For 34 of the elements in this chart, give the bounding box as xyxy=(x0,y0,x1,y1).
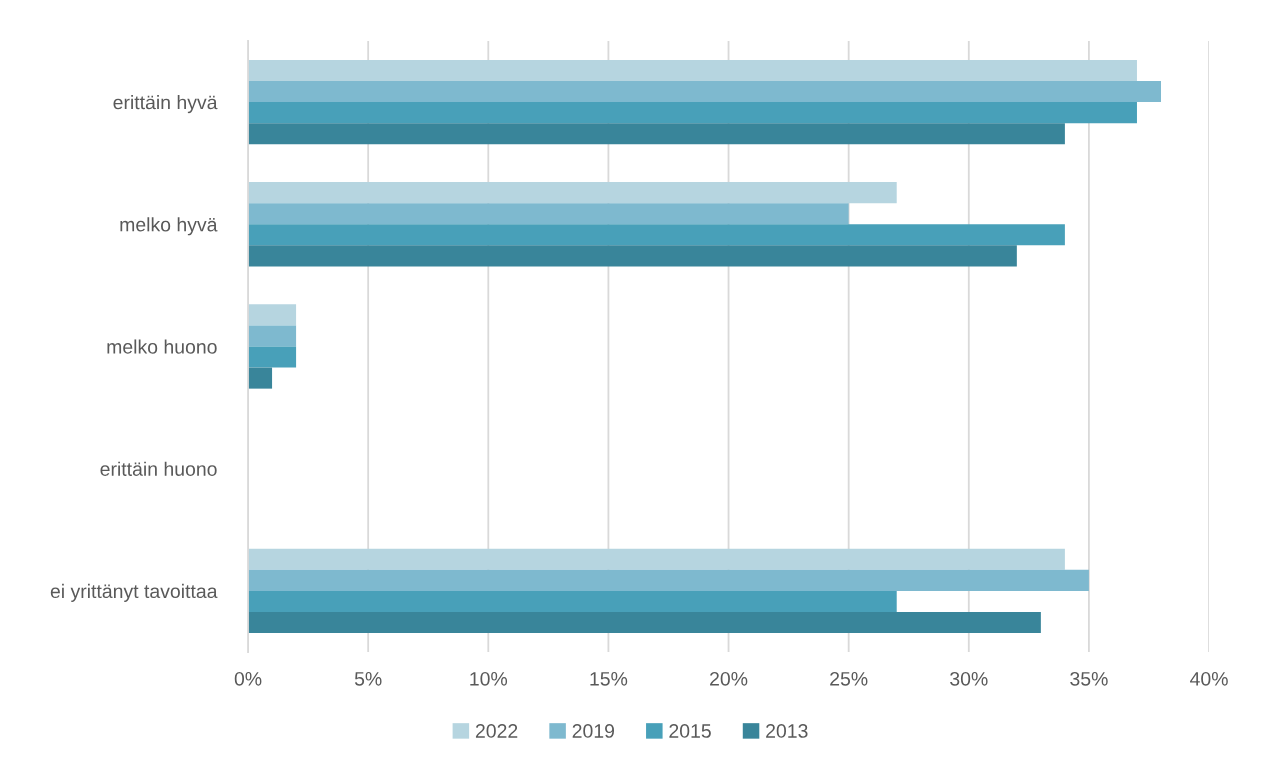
bar xyxy=(248,245,1017,267)
y-tick-label: erittäin hyvä xyxy=(113,95,218,114)
y-tick-label: melko huono xyxy=(107,339,217,354)
bar xyxy=(248,102,1137,124)
x-tick-label: 30% xyxy=(950,671,988,686)
bar xyxy=(248,548,1065,570)
bar xyxy=(248,80,1161,103)
x-tick-label: 15% xyxy=(590,672,628,686)
bar xyxy=(248,325,297,347)
bar xyxy=(248,123,1065,145)
bar xyxy=(248,203,849,225)
bar xyxy=(248,569,1089,591)
legend-label: 2022 xyxy=(475,724,518,738)
bar xyxy=(248,346,297,368)
bar xyxy=(248,59,1137,81)
y-tick-label: erittäin huono xyxy=(100,461,217,476)
y-tick-label: melko hyvä xyxy=(120,217,218,236)
legend-label: 2019 xyxy=(572,724,615,738)
x-tick-label: 20% xyxy=(710,671,748,686)
x-tick-label: 5% xyxy=(354,672,382,686)
x-tick-label: 35% xyxy=(1070,671,1108,686)
x-tick-label: 25% xyxy=(830,671,868,686)
bar xyxy=(248,611,1041,634)
bar xyxy=(248,590,897,612)
legend-label: 2013 xyxy=(766,724,808,738)
x-tick-label: 0% xyxy=(234,671,262,686)
y-tick-label: ei yrittänyt tavoittaa xyxy=(50,583,218,602)
bar xyxy=(248,367,273,389)
bar xyxy=(248,224,1065,246)
x-tick-label: 40% xyxy=(1190,671,1228,686)
legend-label: 2015 xyxy=(669,724,711,738)
x-tick-label: 10% xyxy=(470,671,508,686)
bar xyxy=(248,304,297,326)
bar xyxy=(248,182,897,204)
